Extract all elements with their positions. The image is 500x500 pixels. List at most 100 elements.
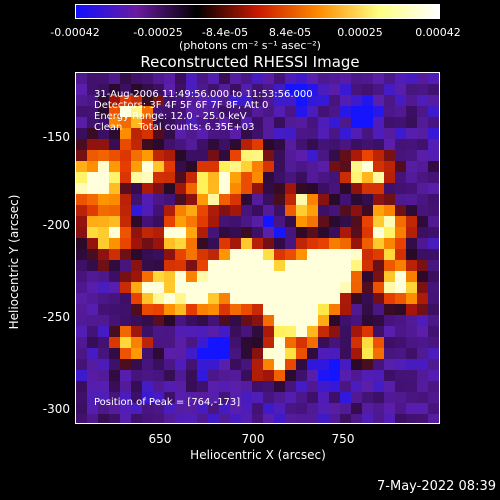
heatmap-cell	[428, 161, 439, 172]
heatmap-cell	[197, 304, 208, 315]
heatmap-cell	[395, 183, 406, 194]
heatmap-cell	[87, 403, 98, 414]
heatmap-cell	[395, 293, 406, 304]
heatmap-cell	[296, 150, 307, 161]
heatmap-cell	[296, 282, 307, 293]
heatmap-cell	[120, 128, 131, 139]
heatmap-cell	[406, 238, 417, 249]
heatmap-cell	[263, 293, 274, 304]
heatmap-cell	[87, 128, 98, 139]
heatmap-cell	[230, 95, 241, 106]
heatmap-cell	[120, 260, 131, 271]
heatmap-cell	[142, 304, 153, 315]
heatmap-cell	[120, 370, 131, 381]
heatmap-cell	[164, 337, 175, 348]
heatmap-cell	[98, 381, 109, 392]
heatmap-cell	[274, 326, 285, 337]
heatmap-cell	[197, 238, 208, 249]
heatmap-cell	[197, 194, 208, 205]
heatmap-cell	[318, 95, 329, 106]
heatmap-cell	[142, 161, 153, 172]
heatmap-cell	[230, 183, 241, 194]
heatmap-cell	[329, 293, 340, 304]
heatmap-cell	[87, 117, 98, 128]
heatmap-cell	[263, 139, 274, 150]
heatmap-cell	[120, 249, 131, 260]
heatmap-cell	[131, 128, 142, 139]
heatmap-cell	[274, 359, 285, 370]
heatmap-cell	[428, 414, 439, 423]
heatmap-cell	[120, 227, 131, 238]
heatmap-cell	[384, 194, 395, 205]
heatmap-cell	[164, 150, 175, 161]
heatmap-cell	[164, 95, 175, 106]
heatmap-cell	[373, 392, 384, 403]
heatmap-cell	[340, 128, 351, 139]
heatmap-cell	[87, 183, 98, 194]
heatmap-cell	[131, 150, 142, 161]
heatmap-cell	[329, 216, 340, 227]
heatmap-cell	[230, 150, 241, 161]
heatmap-cell	[142, 150, 153, 161]
heatmap-cell	[219, 304, 230, 315]
heatmap-cell	[131, 282, 142, 293]
heatmap-cell	[76, 381, 87, 392]
heatmap-cell	[318, 315, 329, 326]
heatmap-cell	[351, 392, 362, 403]
heatmap-cell	[307, 84, 318, 95]
heatmap-cell	[208, 227, 219, 238]
heatmap-cell	[219, 293, 230, 304]
heatmap-cell	[219, 403, 230, 414]
heatmap-cell	[76, 403, 87, 414]
heatmap-cell	[197, 161, 208, 172]
heatmap-cell	[362, 73, 373, 84]
heatmap-cell	[76, 359, 87, 370]
heatmap-cell	[296, 348, 307, 359]
heatmap-cell	[296, 414, 307, 423]
heatmap-cell	[208, 238, 219, 249]
heatmap-cell	[175, 84, 186, 95]
heatmap-cell	[263, 260, 274, 271]
heatmap-cell	[252, 293, 263, 304]
heatmap-cell	[318, 414, 329, 423]
heatmap-cell	[417, 403, 428, 414]
heatmap-cell	[153, 348, 164, 359]
heatmap-cell	[153, 238, 164, 249]
heatmap-cell	[417, 84, 428, 95]
heatmap-cell	[417, 73, 428, 84]
heatmap-cell	[219, 337, 230, 348]
heatmap-cell	[241, 194, 252, 205]
heatmap-cell	[318, 139, 329, 150]
heatmap-cell	[164, 205, 175, 216]
heatmap-cell	[296, 260, 307, 271]
heatmap-cell	[384, 271, 395, 282]
heatmap-cell	[153, 95, 164, 106]
heatmap-cell	[285, 172, 296, 183]
heatmap-cell	[351, 227, 362, 238]
heatmap-cell	[142, 348, 153, 359]
heatmap-cell	[252, 414, 263, 423]
heatmap-cell	[142, 84, 153, 95]
heatmap-cell	[263, 271, 274, 282]
heatmap-cell	[362, 205, 373, 216]
heatmap-cell	[186, 150, 197, 161]
heatmap-cell	[120, 161, 131, 172]
heatmap-cell	[296, 315, 307, 326]
heatmap-cell	[296, 95, 307, 106]
heatmap-cell	[296, 337, 307, 348]
heatmap-cell	[230, 73, 241, 84]
heatmap-cell	[76, 161, 87, 172]
heatmap-cell	[285, 117, 296, 128]
heatmap-cell	[186, 271, 197, 282]
heatmap-cell	[219, 414, 230, 423]
heatmap-cell	[307, 282, 318, 293]
heatmap-cell	[230, 304, 241, 315]
heatmap-cell	[87, 370, 98, 381]
heatmap-cell	[362, 161, 373, 172]
heatmap-cell	[197, 205, 208, 216]
heatmap-cell	[318, 260, 329, 271]
heatmap-cell	[153, 172, 164, 183]
x-tick-label: 650	[148, 432, 172, 446]
heatmap-cell	[153, 128, 164, 139]
heatmap-cell	[252, 381, 263, 392]
